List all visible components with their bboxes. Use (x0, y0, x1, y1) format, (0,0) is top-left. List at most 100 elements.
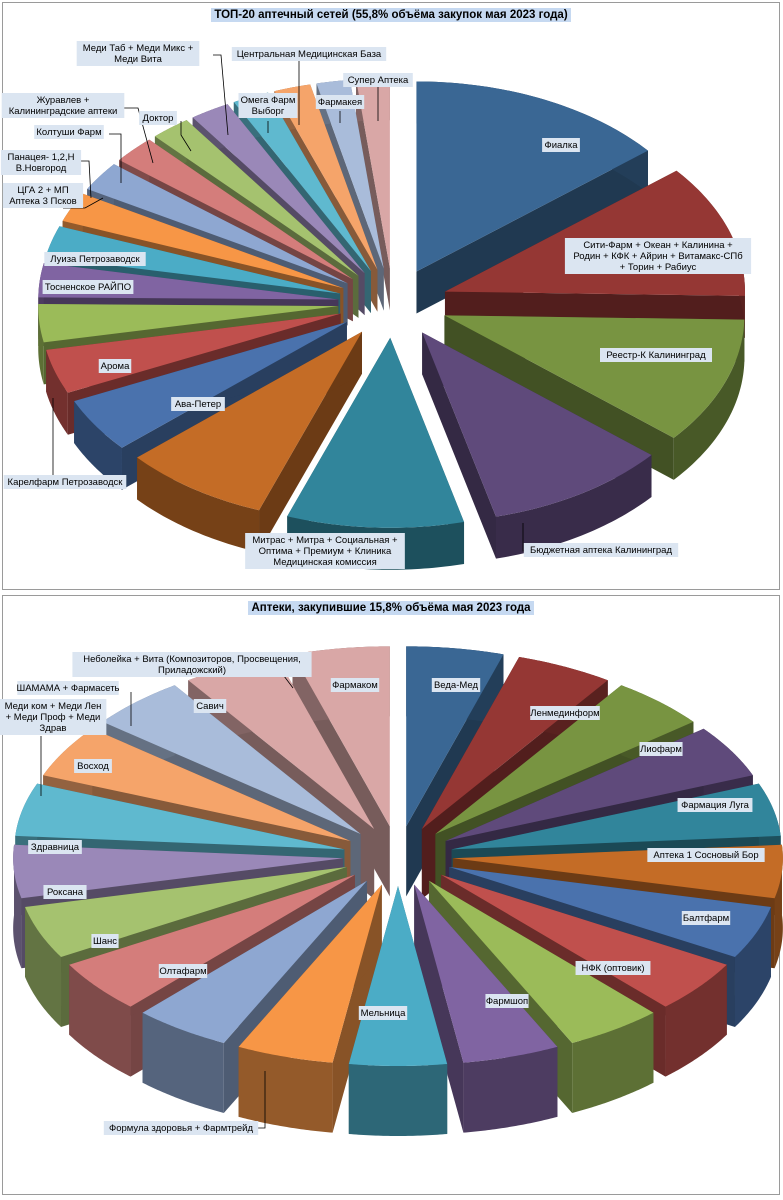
slice-top (137, 331, 362, 511)
label-box (542, 138, 580, 152)
label-box (0, 150, 82, 175)
slice-side (46, 349, 68, 435)
slice-top (74, 321, 347, 448)
label-box (431, 678, 481, 692)
label-text: Медицинская комиссия (273, 557, 376, 568)
slice-label: Савич (193, 699, 227, 713)
slice-label: Мельница (358, 1006, 408, 1020)
slice-label: Здравница (28, 840, 82, 854)
label-text: Фиалка (544, 140, 578, 151)
label-leader (119, 107, 154, 164)
label-box (139, 111, 177, 125)
label-text: Фармакея (318, 97, 362, 108)
slice-top (233, 92, 371, 272)
slice-label: Фармация Луга (677, 798, 753, 812)
label-leader (180, 121, 192, 152)
label-box (245, 533, 405, 569)
label-text: Неболейка + Вита (Композиторов, Просвеще… (83, 654, 301, 665)
label-text: Здравница (31, 842, 80, 853)
small-pharmacies-chart-panel: Аптеки, закупившие 15,8% объёма мая 2023… (0, 595, 783, 1195)
label-text: Ленмединформ (530, 708, 599, 719)
slice-side (774, 844, 783, 969)
slice-label: Балтфарм (681, 911, 731, 925)
slice-top (38, 303, 339, 343)
label-box (3, 475, 127, 489)
label-text: Савич (196, 701, 224, 712)
slice-label: Веда-Мед (431, 678, 481, 692)
slice-wall (414, 884, 464, 1133)
label-text: Шанс (93, 936, 117, 947)
slice-side (238, 1046, 333, 1133)
slice-label: Карелфарм Петрозаводск (3, 398, 127, 489)
label-text: ШАМАМА + Фармасеть (17, 683, 120, 694)
slice-label: НФК (оптовик) (575, 961, 651, 975)
label-text: Фармация Луга (681, 800, 749, 811)
slice-side (74, 401, 122, 490)
slice-top (416, 81, 648, 272)
slice-top (87, 164, 348, 284)
label-box (76, 41, 200, 66)
top20-pie-chart: Фиалка Сити-Фарм + Океан + Калинина +Роди… (0, 41, 752, 570)
label-box (0, 699, 107, 735)
slice-label: Меди ком + Меди Лен+ Меди Проф + МедиЗдр… (0, 699, 107, 796)
label-box (231, 47, 387, 61)
slice-label: Луиза Петрозаводск (44, 252, 146, 266)
slice-label: Фармшоп (485, 994, 529, 1008)
slice-side (142, 1012, 224, 1113)
pie-slice (422, 332, 652, 559)
slice-top (102, 685, 361, 835)
slice-side (496, 455, 652, 559)
label-box (343, 73, 413, 87)
label-text: Аптека 1 Сосновый Бор (653, 850, 758, 861)
slice-label: Олтафарм (158, 964, 208, 978)
label-text: Колтуши Фарм (36, 127, 101, 138)
label-text: Роксана (47, 887, 84, 898)
slice-label: Ленмединформ (530, 706, 600, 720)
label-box (103, 1121, 259, 1135)
slice-label: Роксана (43, 885, 87, 899)
label-text: Лиофарм (640, 744, 682, 755)
label-box (158, 964, 208, 978)
slice-side (665, 964, 727, 1077)
label-box (193, 699, 227, 713)
label-text: Мельница (361, 1008, 406, 1019)
label-box (564, 238, 752, 274)
label-text: Арома (101, 361, 130, 372)
slice-side (673, 319, 745, 480)
slice-side (463, 1046, 558, 1133)
label-text: Журавлев + (37, 95, 90, 106)
slice-top (316, 79, 384, 269)
slice-side (25, 907, 62, 1027)
label-box (44, 252, 146, 266)
slice-top (356, 78, 390, 269)
slice-label: Колтуши Фарм (34, 125, 122, 183)
slice-top (274, 84, 378, 270)
label-box (74, 759, 112, 773)
slice-label: Супер Аптека (343, 73, 413, 121)
pie-slice (416, 81, 648, 314)
label-text: Реестр-К Калининград (606, 350, 706, 361)
slice-top (445, 728, 753, 841)
slice-top (154, 120, 359, 276)
label-text: Выборг (252, 106, 285, 117)
slice-top (449, 866, 771, 957)
label-box (358, 1006, 408, 1020)
label-text: Здрав (40, 723, 67, 734)
slice-top (43, 728, 351, 841)
slice-top (13, 844, 344, 899)
label-box (171, 397, 225, 411)
slice-label: Фармаком (330, 678, 380, 692)
label-text: Фармаком (332, 680, 378, 691)
slice-label: Аптека 1 Сосновый Бор (647, 848, 765, 862)
slice-label: Бюджетная аптека Калининград (522, 523, 679, 557)
label-box (17, 681, 119, 695)
label-box (647, 848, 765, 862)
top20-chart-panel: ТОП-20 аптечный сетей (55,8% объёма заку… (0, 2, 780, 590)
label-box (315, 95, 365, 109)
label-leader (109, 133, 122, 183)
label-text: Фармшоп (486, 996, 528, 1007)
slice-side (572, 1012, 654, 1113)
label-box (2, 183, 84, 208)
slice-top (69, 874, 355, 1007)
